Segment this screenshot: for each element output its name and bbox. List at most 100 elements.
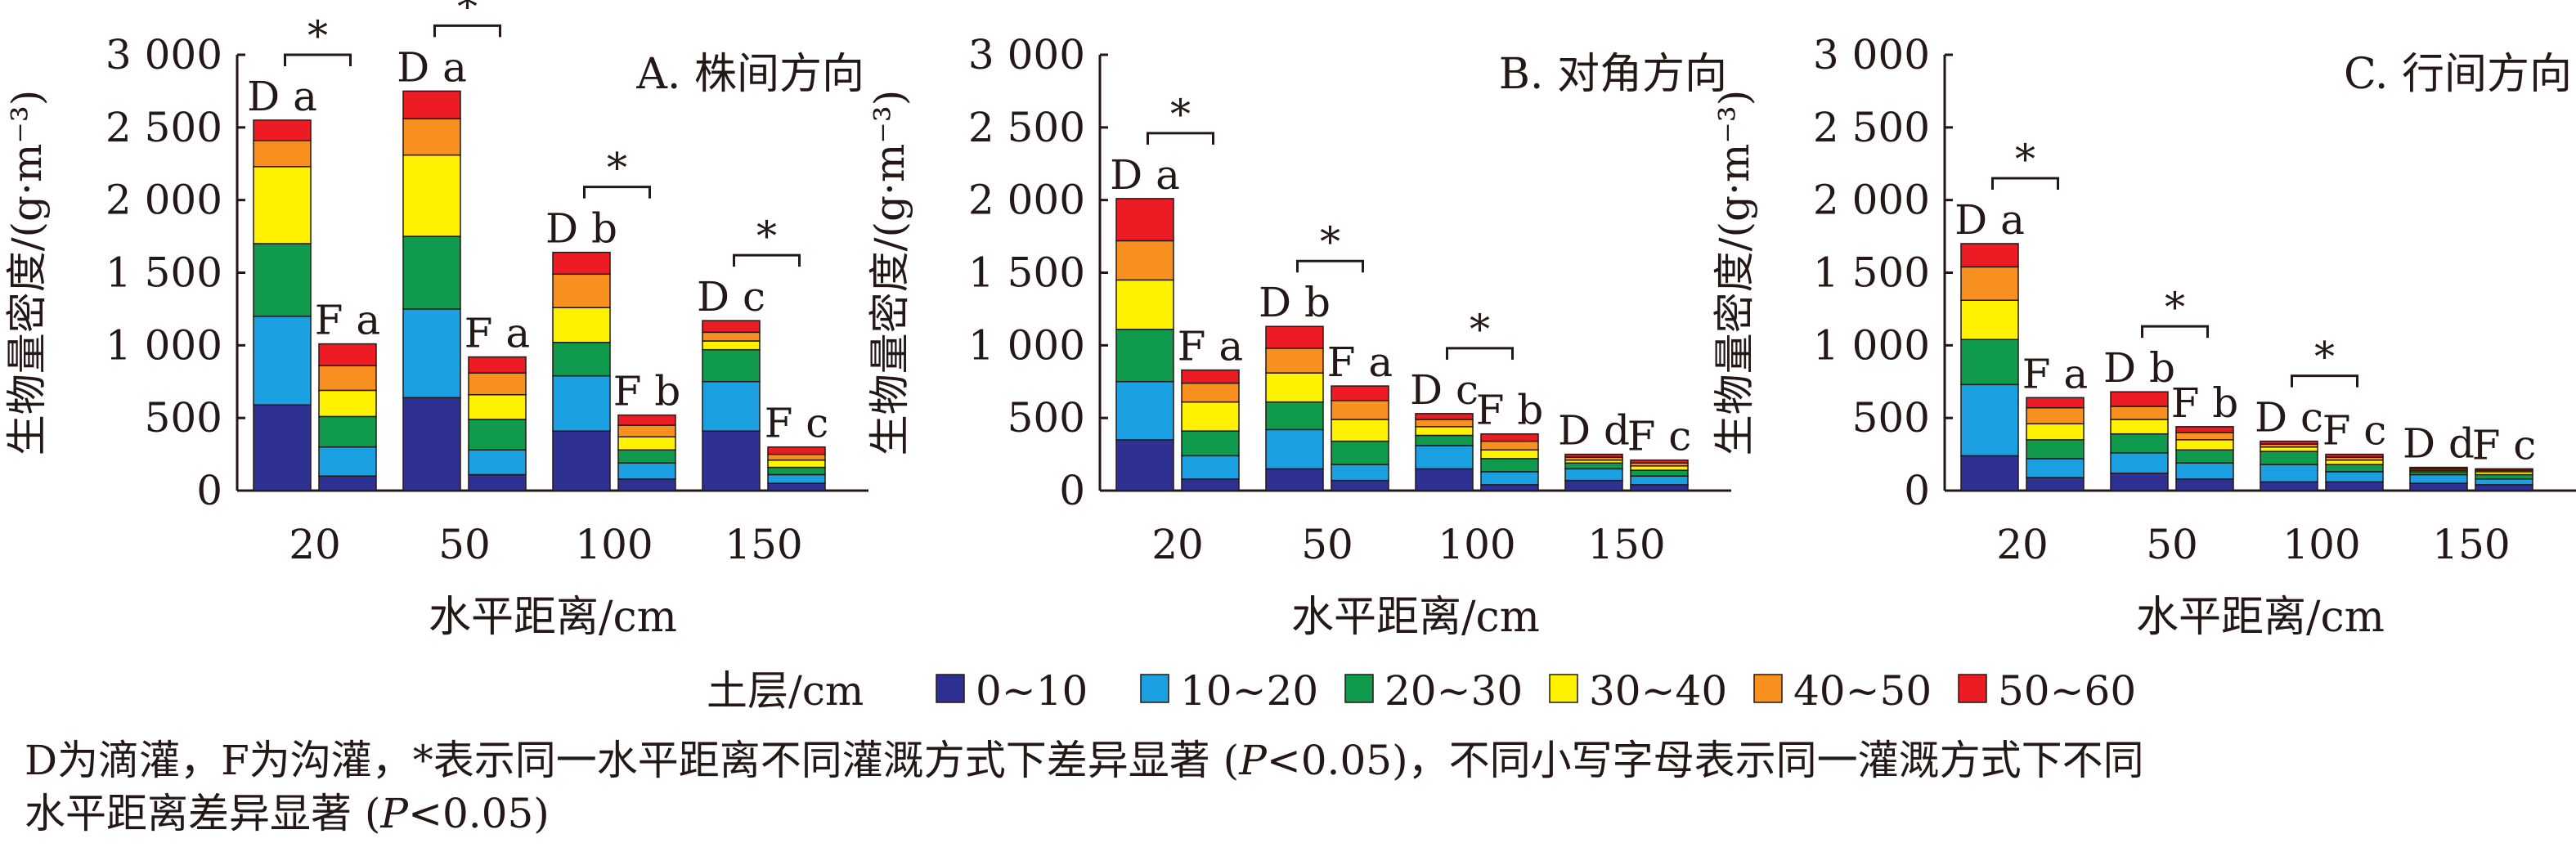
bar-segment xyxy=(1480,440,1539,451)
bar-segment xyxy=(1960,299,2019,340)
y-tick-label: 0 xyxy=(1904,467,1930,514)
note-text: 水平距离差异显著 ( xyxy=(25,790,381,837)
y-tick-label: 1 000 xyxy=(1813,321,1930,369)
bar-segment xyxy=(2409,482,2468,491)
bar-segment xyxy=(402,235,461,310)
bar-label: D a xyxy=(1954,196,2025,244)
bar-label: D d xyxy=(2403,420,2475,468)
bar-segment xyxy=(318,415,377,448)
bar-segment xyxy=(1415,426,1474,437)
bar-segment xyxy=(2175,478,2234,491)
bar-segment xyxy=(2110,391,2169,407)
bar-segment xyxy=(1181,455,1240,480)
bar-segment xyxy=(2260,446,2318,452)
bar-segment xyxy=(767,453,826,461)
significance-bracket xyxy=(1147,132,1214,145)
bar-segment xyxy=(552,251,611,276)
bar-segment xyxy=(617,436,676,451)
bar-segment xyxy=(1564,468,1623,482)
bar-segment xyxy=(767,466,826,476)
bar-segment xyxy=(1331,385,1389,401)
bar-segment xyxy=(767,482,826,491)
significance-bracket xyxy=(2141,325,2209,339)
bar-segment xyxy=(318,475,377,491)
bar-segment xyxy=(2026,458,2085,478)
bar-segment xyxy=(253,140,312,168)
legend-swatch xyxy=(1140,674,1169,703)
bar-segment xyxy=(1181,478,1240,491)
bar-segment xyxy=(1564,462,1623,470)
bar-label: F a xyxy=(464,310,530,357)
bar-segment xyxy=(767,473,826,484)
bar-segment xyxy=(402,118,461,156)
bar-segment xyxy=(2409,473,2468,484)
bar-segment xyxy=(1415,419,1474,428)
y-tick-label: 500 xyxy=(1852,394,1930,442)
bar-segment xyxy=(1480,458,1539,473)
bar-segment xyxy=(1564,479,1623,491)
bar-segment xyxy=(2110,452,2169,474)
bar-label: F b xyxy=(613,368,681,415)
bar-label: D a xyxy=(1110,151,1180,199)
x-tick-label: 100 xyxy=(1438,521,1515,568)
bar-segment xyxy=(402,308,461,399)
note-text: D为滴灌，F为沟灌，*表示同一水平距离不同灌溉方式下差异显著 ( xyxy=(25,737,1240,784)
x-tick-label: 150 xyxy=(1587,521,1665,568)
bar-segment xyxy=(2175,462,2234,480)
bar-segment xyxy=(702,381,761,432)
bar-segment xyxy=(1480,433,1539,442)
bar-segment xyxy=(468,419,527,451)
y-tick-label: 2 000 xyxy=(105,177,222,224)
legend-title: 土层/cm xyxy=(707,667,864,715)
bar-segment xyxy=(318,365,377,392)
bar-segment xyxy=(468,356,527,374)
bar-segment xyxy=(2110,406,2169,420)
bar-segment xyxy=(318,446,377,477)
bar-segment xyxy=(1115,240,1174,281)
bar-segment xyxy=(2475,478,2533,486)
note-text: <0.05) xyxy=(408,790,550,837)
bar-segment xyxy=(2325,453,2384,458)
y-tick-label: 500 xyxy=(1008,394,1085,442)
bar-label: D b xyxy=(2103,344,2175,392)
bar-segment xyxy=(1331,419,1389,442)
bar-label: F a xyxy=(315,297,380,344)
x-tick-label: 20 xyxy=(289,521,341,568)
bar-segment xyxy=(2110,433,2169,454)
bar-segment xyxy=(1115,279,1174,330)
significance-marker: * xyxy=(2015,136,2035,183)
y-tick-label: 2 000 xyxy=(1813,177,1930,224)
bar-label: D b xyxy=(545,205,617,253)
y-tick-label: 0 xyxy=(1059,467,1085,514)
bar-segment xyxy=(552,374,611,432)
bar-segment xyxy=(2026,477,2085,491)
bar-segment xyxy=(2409,466,2468,470)
legend-label: 0~10 xyxy=(976,667,1088,715)
bar-label: D c xyxy=(2255,394,2323,442)
significance-bracket xyxy=(583,186,651,199)
y-tick-label: 1 500 xyxy=(968,249,1085,297)
bar-segment xyxy=(1265,401,1324,431)
y-tick-label: 3 000 xyxy=(1813,31,1930,78)
figure-note-line-1: D为滴灌，F为沟灌，*表示同一水平距离不同灌溉方式下差异显著 (P<0.05)，… xyxy=(25,736,2144,785)
bar-segment xyxy=(2260,451,2318,465)
y-tick-label: 3 000 xyxy=(105,31,222,78)
y-axis-label: 生物量密度/(g·m⁻³) xyxy=(3,90,51,456)
bar-segment xyxy=(318,389,377,418)
legend-label: 10~20 xyxy=(1180,667,1318,715)
y-tick-label: 500 xyxy=(145,394,222,442)
bar-label: F a xyxy=(2022,350,2088,397)
bar-segment xyxy=(1181,369,1240,384)
bar-segment xyxy=(617,424,676,438)
bar-segment xyxy=(1115,439,1174,491)
bar-segment xyxy=(1630,469,1689,477)
legend-swatch xyxy=(936,674,965,703)
significance-bracket xyxy=(1446,347,1514,360)
bar-segment xyxy=(2260,481,2318,491)
bar-label: F a xyxy=(1178,323,1243,370)
bar-segment xyxy=(2175,426,2234,433)
bar-segment xyxy=(1415,468,1474,491)
bar-segment xyxy=(253,119,312,141)
significance-marker: * xyxy=(2314,334,2335,381)
bar-label: F b xyxy=(1476,387,1544,434)
